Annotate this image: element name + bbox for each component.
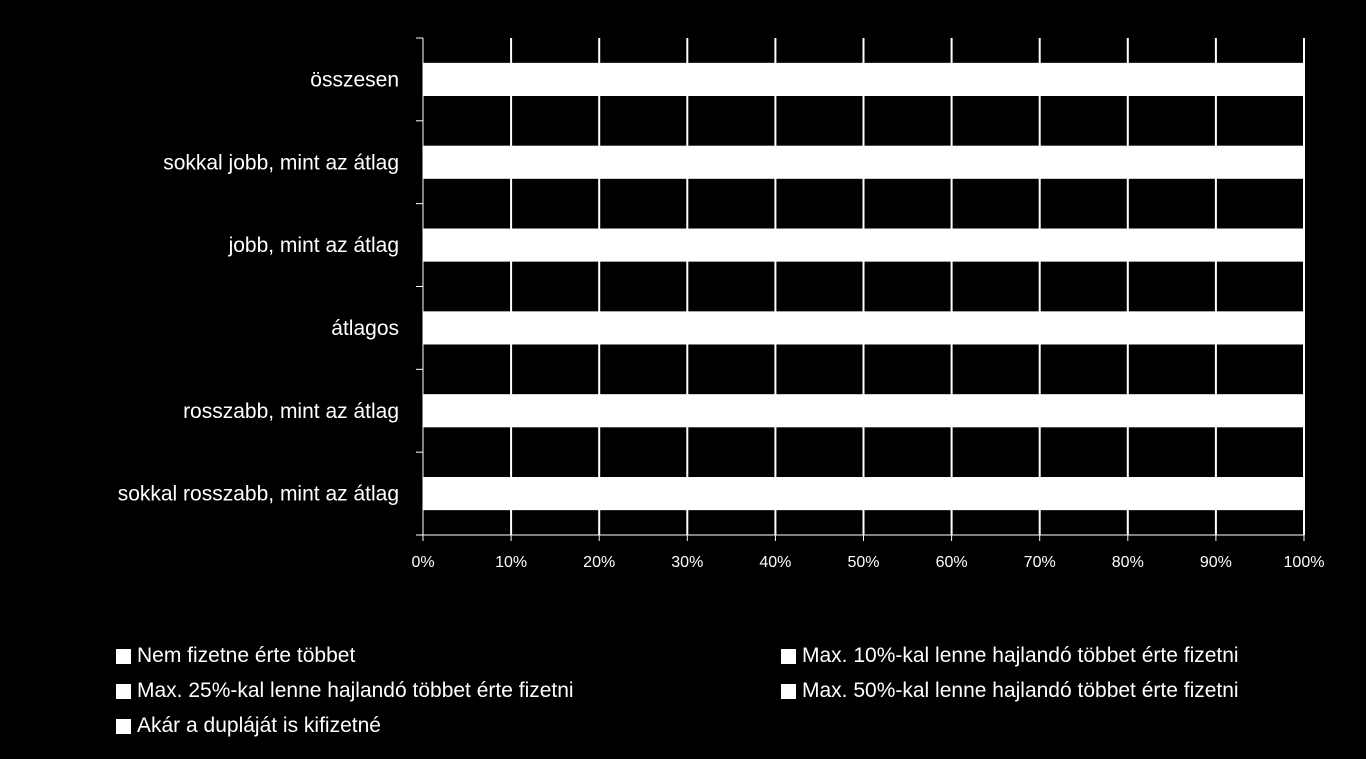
x-tick-label: 100% <box>1284 554 1325 571</box>
x-tick-label: 30% <box>671 554 703 571</box>
x-tick-label: 10% <box>495 554 527 571</box>
bar-segment <box>423 62 1304 96</box>
category-label: sokkal jobb, mint az átlag <box>163 151 399 174</box>
category-label: jobb, mint az átlag <box>228 234 399 257</box>
grid-lines <box>510 38 1305 535</box>
category-label: átlagos <box>331 317 399 340</box>
bar-segment <box>423 145 1304 179</box>
bar-segment <box>423 311 1304 345</box>
x-tick-label: 0% <box>411 554 434 571</box>
x-tick-label: 50% <box>847 554 879 571</box>
x-tick-label: 40% <box>759 554 791 571</box>
x-tick-label: 90% <box>1200 554 1232 571</box>
x-tick-label: 70% <box>1024 554 1056 571</box>
bars <box>423 62 1304 511</box>
x-tick-label: 20% <box>583 554 615 571</box>
x-tick-label: 80% <box>1112 554 1144 571</box>
bar-segment <box>423 394 1304 428</box>
x-tick-labels: 0% 10% 20% 30% 40% 50% 60% 70% 80% 90% 100% <box>411 554 1324 571</box>
bar-segment <box>423 477 1304 511</box>
category-label: összesen <box>310 68 399 91</box>
axes <box>416 37 1305 541</box>
category-label: rosszabb, mint az átlag <box>183 400 399 423</box>
x-tick-label: 60% <box>936 554 968 571</box>
bar-segment <box>423 228 1304 262</box>
category-labels: összesen sokkal jobb, mint az átlag jobb, … <box>118 68 399 505</box>
category-label: sokkal rosszabb, mint az átlag <box>118 483 399 506</box>
